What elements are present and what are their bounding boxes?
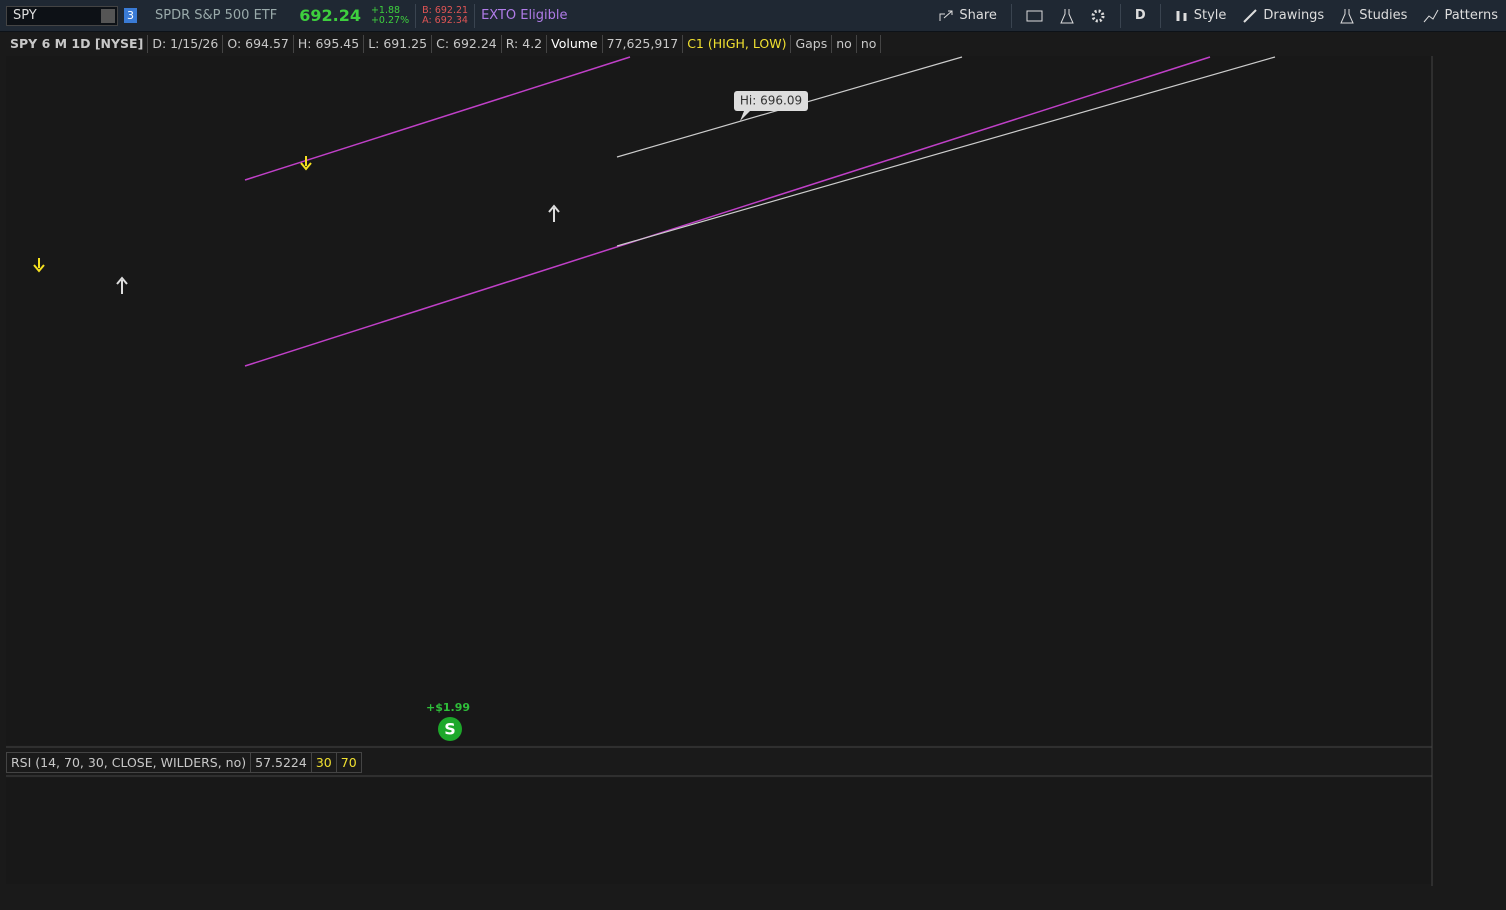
separator	[1010, 3, 1012, 28]
price-panel	[6, 56, 1432, 745]
high-label: Hi: 696.09	[740, 94, 802, 108]
change-box: +1.88 +0.27%	[370, 4, 410, 26]
rsi-panel	[6, 778, 1432, 884]
rsi-param: 70	[336, 751, 362, 773]
label: Studies	[1359, 8, 1408, 23]
rsi-title: RSI (14, 70, 30, CLOSE, WILDERS, no)	[6, 751, 252, 773]
symbol-box[interactable]: SPY	[6, 5, 118, 26]
label: Share	[959, 8, 997, 23]
gaps-value: no	[832, 34, 857, 53]
bid: B: 692.21	[422, 4, 469, 16]
description: SPDR S&P 500 ETF	[155, 8, 278, 23]
high: H: 695.45	[294, 34, 365, 53]
arrow-up	[548, 204, 560, 222]
dividend-icon[interactable]	[438, 717, 462, 741]
range: R: 4.2	[502, 34, 548, 53]
trend-line[interactable]	[616, 56, 1276, 247]
aggregation[interactable]: D	[1134, 8, 1146, 23]
dividend: +$1.99 S	[426, 701, 470, 741]
share-button[interactable]: Share	[930, 8, 1005, 23]
lab-button[interactable]	[1052, 8, 1082, 24]
arrow-up	[116, 276, 128, 294]
studies-button[interactable]: Studies	[1332, 8, 1415, 24]
status-bar: SPY 6 M 1D [NYSE] D: 1/15/26 O: 694.57 H…	[0, 32, 1506, 55]
separator	[415, 3, 417, 28]
separator	[474, 3, 476, 28]
bubble-tail	[740, 111, 750, 121]
rsi-header: RSI (14, 70, 30, CLOSE, WILDERS, no) 57.…	[6, 750, 362, 774]
signal-arrows	[33, 156, 560, 294]
patterns-button[interactable]: Patterns	[1415, 8, 1506, 24]
volume-label: Volume	[547, 34, 603, 53]
ask: A: 692.34	[422, 14, 468, 26]
link-group[interactable]: 3	[124, 8, 137, 23]
icon	[1176, 10, 1187, 21]
chart-title: SPY 6 M 1D [NYSE]	[6, 34, 149, 53]
trend-line[interactable]	[244, 56, 1211, 367]
icon	[1091, 9, 1105, 22]
style-button[interactable]: Style	[1167, 8, 1235, 23]
toolbar: SPY 3 SPDR S&P 500 ETF 692.24 +1.88 +0.27…	[0, 0, 1506, 32]
trend-line[interactable]	[244, 56, 631, 181]
gaps-value: no	[857, 34, 882, 53]
icon	[939, 10, 953, 21]
bubble	[734, 91, 808, 111]
gaps: Gaps	[791, 34, 833, 53]
dropdown[interactable]	[101, 8, 115, 23]
icon	[1424, 9, 1439, 22]
drawings-button[interactable]: Drawings	[1234, 8, 1332, 24]
rsi-value: 57.5224	[251, 751, 312, 773]
symbol: SPY	[13, 8, 37, 23]
bid-ask: B: 692.21 A: 692.34	[422, 4, 469, 26]
settings-button[interactable]	[1082, 8, 1114, 24]
separator	[1159, 3, 1161, 28]
study-label: C1 (HIGH, LOW)	[683, 34, 792, 53]
label: Drawings	[1263, 8, 1325, 23]
dividend-glyph: S	[444, 720, 456, 739]
badge[interactable]: EXTO Eligible	[481, 8, 568, 23]
dividend-label: +$1.99	[426, 701, 470, 714]
rsi-param: 30	[311, 751, 337, 773]
icon	[1243, 8, 1258, 23]
icon	[1060, 8, 1074, 23]
high-bubble: Hi: 696.09	[734, 91, 808, 121]
date: D: 1/15/26	[148, 34, 224, 53]
open: O: 694.57	[223, 34, 294, 53]
volume: 77,625,917	[603, 34, 684, 53]
arrow-down	[33, 258, 45, 273]
last-price: 692.24	[299, 6, 361, 25]
change-pct: +0.27%	[370, 14, 410, 26]
low: L: 691.25	[364, 34, 433, 53]
news-button[interactable]	[1018, 9, 1052, 23]
arrow-down	[300, 156, 312, 171]
label: Patterns	[1444, 8, 1498, 23]
change: +1.88	[370, 4, 401, 16]
label: Style	[1193, 8, 1227, 23]
icon	[1026, 10, 1043, 21]
drawings	[244, 56, 1276, 367]
separator	[1119, 3, 1121, 28]
close: C: 692.24	[432, 34, 502, 53]
icon	[1340, 8, 1354, 23]
